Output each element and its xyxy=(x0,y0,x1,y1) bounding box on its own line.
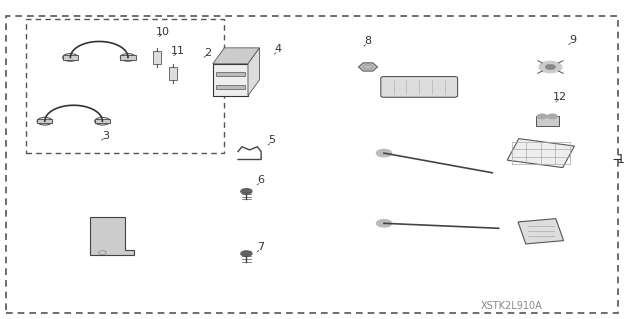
Text: 11: 11 xyxy=(171,46,185,56)
Bar xyxy=(536,116,559,126)
Bar xyxy=(216,85,244,89)
Bar xyxy=(95,119,110,123)
Text: XSTK2L910A: XSTK2L910A xyxy=(481,301,543,311)
Polygon shape xyxy=(358,63,378,71)
Circle shape xyxy=(537,114,547,119)
Bar xyxy=(153,51,161,64)
Text: 8: 8 xyxy=(364,36,372,47)
Text: 2: 2 xyxy=(204,48,212,58)
Circle shape xyxy=(241,251,252,256)
Text: 1: 1 xyxy=(617,153,625,166)
Text: 9: 9 xyxy=(569,35,577,45)
Circle shape xyxy=(545,64,556,70)
FancyBboxPatch shape xyxy=(381,77,458,97)
Circle shape xyxy=(547,114,557,119)
Bar xyxy=(518,219,564,244)
Circle shape xyxy=(376,219,392,227)
Polygon shape xyxy=(212,48,260,64)
Text: 4: 4 xyxy=(275,44,282,55)
Bar xyxy=(63,55,78,60)
Polygon shape xyxy=(248,48,260,96)
Circle shape xyxy=(376,149,392,157)
Text: 12: 12 xyxy=(553,92,567,102)
Text: 5: 5 xyxy=(269,135,275,145)
Bar xyxy=(169,67,177,80)
Text: 7: 7 xyxy=(257,242,265,252)
Polygon shape xyxy=(90,217,134,255)
Bar xyxy=(120,55,136,60)
Bar xyxy=(216,72,244,76)
Circle shape xyxy=(539,61,562,73)
Text: 10: 10 xyxy=(156,27,170,37)
Text: 3: 3 xyxy=(102,130,109,141)
Text: 6: 6 xyxy=(258,175,264,185)
Bar xyxy=(212,64,248,96)
Bar xyxy=(507,139,575,167)
Bar xyxy=(37,119,52,123)
Circle shape xyxy=(241,189,252,194)
